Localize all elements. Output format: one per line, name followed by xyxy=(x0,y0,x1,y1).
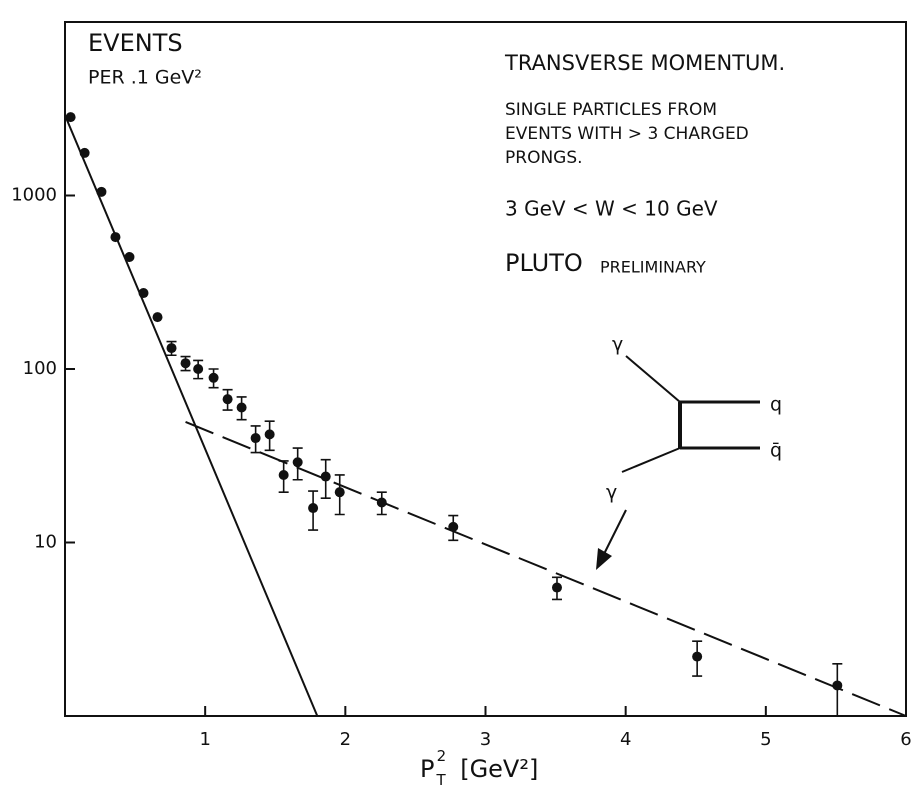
x-tick-label: 6 xyxy=(900,729,911,750)
plot-frame xyxy=(64,21,907,717)
x-axis-label-symbol: P xyxy=(420,755,434,783)
y-axis-label: PER .1 GeV² xyxy=(88,67,202,89)
data-point xyxy=(264,429,275,440)
data-point xyxy=(180,358,191,369)
data-point xyxy=(250,433,261,444)
x-axis-label: P T 2 [GeV²] xyxy=(420,747,538,789)
diagram-label: γ xyxy=(612,334,623,356)
y-tick-label: 10 xyxy=(34,532,57,553)
data-point xyxy=(222,394,233,405)
data-point xyxy=(110,232,121,243)
annotation: PLUTO xyxy=(505,249,583,277)
x-tick-label: 4 xyxy=(620,729,631,750)
x-tick-label: 5 xyxy=(760,729,771,750)
x-axis-label-superscript: 2 xyxy=(437,747,447,765)
y-tick-label: 100 xyxy=(23,358,57,379)
data-point xyxy=(79,147,90,158)
annotation: 3 GeV < W < 10 GeV xyxy=(505,197,718,221)
data-point xyxy=(65,112,76,123)
annotation: PRONGS. xyxy=(505,148,583,168)
annotation: SINGLE PARTICLES FROM xyxy=(505,100,717,120)
data-point xyxy=(152,312,163,323)
feynman-diagram xyxy=(602,355,760,557)
annotation-title: TRANSVERSE MOMENTUM. xyxy=(504,51,785,75)
data-point xyxy=(308,503,319,514)
x-axis-label-unit: [GeV²] xyxy=(460,755,538,783)
y-axis-label: EVENTS xyxy=(88,29,183,57)
fit-line xyxy=(185,421,907,717)
arrow-shaft xyxy=(602,509,627,557)
diagram-label: q̄ xyxy=(770,440,782,462)
data-point xyxy=(376,497,387,508)
data-point xyxy=(292,457,303,468)
diagram-label: γ xyxy=(606,482,617,504)
data-point xyxy=(138,288,149,299)
data-point xyxy=(236,402,247,413)
data-point xyxy=(320,471,331,482)
annotation: PRELIMINARY xyxy=(600,258,706,277)
data-point xyxy=(208,372,219,383)
diagram-line xyxy=(625,355,681,403)
x-tick-label: 2 xyxy=(340,729,351,750)
data-point xyxy=(193,364,204,374)
x-tick-label: 3 xyxy=(480,729,491,750)
data-point xyxy=(692,651,703,662)
data-point xyxy=(124,252,135,263)
data-point xyxy=(96,186,107,197)
fit-line xyxy=(64,114,319,717)
annotation: EVENTS WITH > 3 CHARGED xyxy=(505,124,749,144)
x-axis-label-subscript: T xyxy=(435,771,446,789)
diagram-line xyxy=(621,447,681,473)
data-point xyxy=(334,487,345,498)
y-tick-label: 1000 xyxy=(11,185,57,206)
data-point xyxy=(551,582,562,593)
data-point xyxy=(448,521,459,532)
diagram-label: q xyxy=(770,394,782,416)
x-tick-label: 1 xyxy=(199,729,210,750)
data-point xyxy=(832,680,843,691)
arrow-head xyxy=(596,548,612,570)
data-point xyxy=(278,469,289,480)
data-point xyxy=(166,343,177,354)
